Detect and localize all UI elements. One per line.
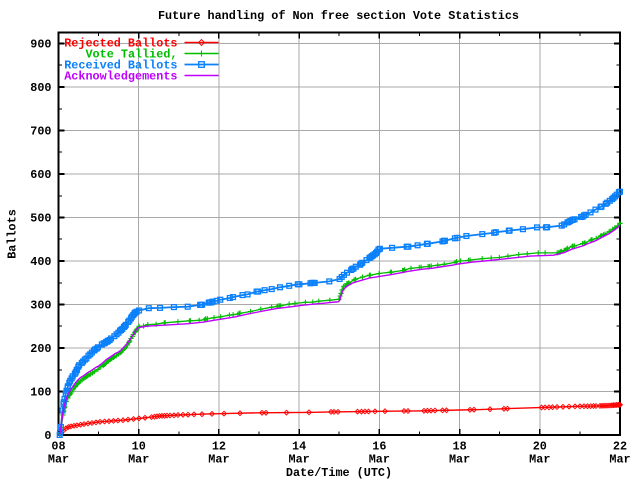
svg-text:Date/Time (UTC): Date/Time (UTC) <box>286 466 392 480</box>
svg-text:200: 200 <box>30 342 51 356</box>
svg-text:Received Ballots: Received Ballots <box>64 59 177 73</box>
svg-text:Mar: Mar <box>369 453 390 467</box>
svg-text:12: 12 <box>212 440 226 454</box>
svg-text:500: 500 <box>30 212 51 226</box>
svg-text:Mar: Mar <box>128 453 149 467</box>
svg-text:Mar: Mar <box>449 453 470 467</box>
svg-text:Mar: Mar <box>529 453 550 467</box>
svg-text:Future handling of Non free se: Future handling of Non free section Vote… <box>158 9 519 23</box>
svg-text:Mar: Mar <box>208 453 229 467</box>
svg-text:0: 0 <box>44 429 51 443</box>
svg-text:Vote Tallied,: Vote Tallied, <box>85 48 177 62</box>
svg-text:Mar: Mar <box>289 453 310 467</box>
svg-text:08: 08 <box>51 440 65 454</box>
svg-text:Mar: Mar <box>609 453 630 467</box>
svg-text:Mar: Mar <box>48 453 69 467</box>
svg-text:100: 100 <box>30 386 51 400</box>
svg-text:22: 22 <box>613 440 627 454</box>
svg-text:Ballots: Ballots <box>6 209 20 259</box>
svg-text:20: 20 <box>533 440 547 454</box>
svg-text:900: 900 <box>30 38 51 52</box>
svg-text:700: 700 <box>30 125 51 139</box>
svg-text:600: 600 <box>30 168 51 182</box>
svg-text:400: 400 <box>30 255 51 269</box>
svg-text:Rejected Ballots: Rejected Ballots <box>64 37 177 51</box>
svg-text:14: 14 <box>292 440 306 454</box>
svg-text:16: 16 <box>372 440 386 454</box>
svg-text:300: 300 <box>30 299 51 313</box>
svg-text:Acknowledgements: Acknowledgements <box>64 70 177 84</box>
svg-text:10: 10 <box>132 440 146 454</box>
svg-text:18: 18 <box>452 440 466 454</box>
svg-text:800: 800 <box>30 81 51 95</box>
